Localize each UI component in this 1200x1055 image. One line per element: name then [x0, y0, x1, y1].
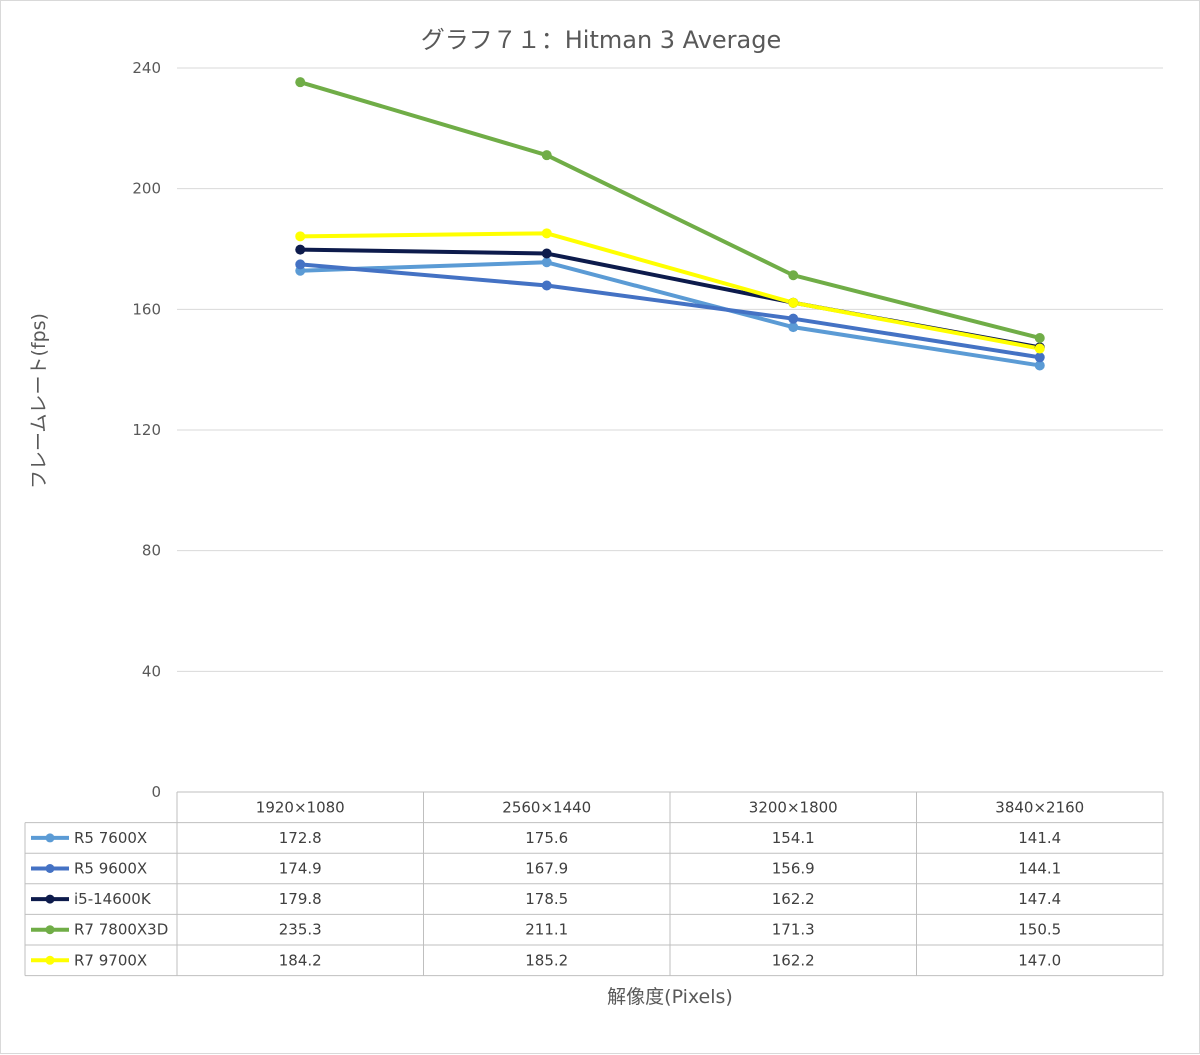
legend-marker	[45, 833, 55, 843]
x-axis-label: 解像度(Pixels)	[607, 986, 733, 1008]
data-value: 147.0	[1018, 951, 1061, 969]
y-tick-label: 80	[142, 542, 161, 560]
legend-marker	[45, 925, 55, 935]
data-point	[541, 228, 552, 239]
data-point	[788, 322, 799, 333]
data-point	[788, 297, 799, 308]
y-tick-label: 200	[132, 180, 161, 198]
x-category-label: 1920×1080	[256, 798, 345, 816]
data-value: 162.2	[772, 890, 815, 908]
data-value: 156.9	[772, 860, 815, 878]
series-line	[298, 247, 1042, 350]
data-point	[1034, 332, 1045, 343]
data-point	[295, 259, 306, 270]
series-line	[298, 80, 1042, 340]
data-point	[1034, 360, 1045, 371]
legend-label: R7 9700X	[74, 951, 147, 969]
legend-label: R5 7600X	[74, 829, 147, 847]
data-value: 174.9	[279, 860, 322, 878]
data-value: 175.6	[525, 829, 568, 847]
data-value: 211.1	[525, 921, 568, 939]
data-value: 167.9	[525, 860, 568, 878]
data-table: 1920×1080 2560×1440 3200×1800 3840×2160 R5 7…	[24, 791, 1164, 977]
gridlines	[177, 67, 1163, 672]
data-point	[295, 231, 306, 242]
data-point	[295, 77, 306, 88]
data-value: 184.2	[279, 951, 322, 969]
series-line	[298, 260, 1042, 368]
y-tick-label: 240	[132, 59, 161, 77]
legend-label: R7 7800X3D	[74, 921, 168, 939]
data-value: 179.8	[279, 890, 322, 908]
series-lines	[298, 80, 1042, 368]
legend-label: R5 9600X	[74, 860, 147, 878]
data-value: 154.1	[772, 829, 815, 847]
data-point	[541, 257, 552, 268]
data-value: 141.4	[1018, 829, 1061, 847]
data-value: 178.5	[525, 890, 568, 908]
y-axis-label: フレームレート(fps)	[28, 313, 50, 489]
x-category-label: 2560×1440	[502, 798, 591, 816]
data-point	[788, 313, 799, 324]
y-axis-ticks: 0 40 80 120 160 200 240	[132, 59, 161, 801]
y-tick-label: 40	[142, 662, 161, 680]
data-value: 235.3	[279, 921, 322, 939]
data-value: 150.5	[1018, 921, 1061, 939]
data-value: 144.1	[1018, 860, 1061, 878]
legend-marker	[45, 864, 55, 873]
x-category-label: 3200×1800	[749, 798, 838, 816]
data-point	[788, 270, 799, 281]
legend-label: i5-14600K	[74, 890, 152, 908]
y-tick-label: 0	[151, 783, 161, 801]
chart-title: グラフ７１：Hitman 3 Average	[421, 26, 782, 54]
y-tick-label: 120	[132, 421, 161, 439]
data-value: 185.2	[525, 951, 568, 969]
data-point	[541, 280, 552, 291]
data-value: 172.8	[279, 829, 322, 847]
y-tick-label: 160	[132, 300, 161, 318]
data-value: 147.4	[1018, 890, 1061, 908]
data-value: 162.2	[772, 951, 815, 969]
series-points	[295, 77, 1045, 371]
data-value: 171.3	[772, 921, 815, 939]
x-category-label: 3840×2160	[995, 798, 1084, 816]
series-line	[298, 262, 1042, 360]
series-line	[298, 231, 1042, 351]
data-point	[1034, 352, 1045, 363]
legend-marker	[45, 955, 55, 965]
data-point	[295, 244, 306, 255]
data-point	[541, 248, 552, 259]
data-point	[541, 150, 552, 161]
data-point	[1034, 343, 1045, 354]
legend-marker	[45, 894, 55, 904]
